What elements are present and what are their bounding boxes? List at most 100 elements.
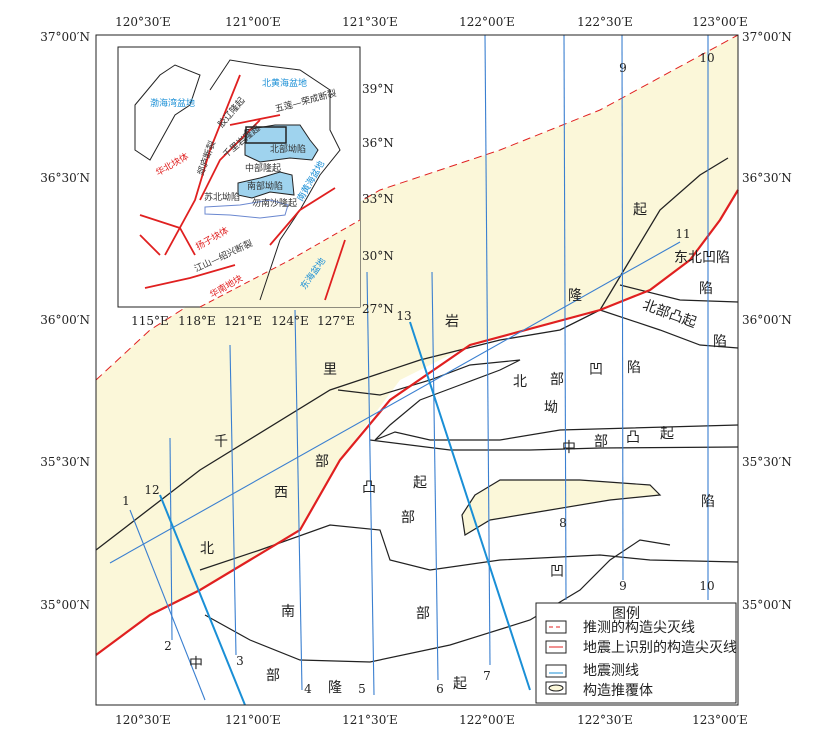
survey-line-12: [159, 494, 246, 706]
inset-lat-label: 33°N: [362, 192, 394, 206]
line-number: 11: [675, 227, 690, 241]
inset-lon-label: 124°E: [271, 314, 309, 328]
inset-map: 渤海湾盆地 北黄海盆地 东海盆地 南黄海盆地 华北块体 扬子块体 华南地块 北部…: [117, 46, 394, 328]
survey-line-3: [229, 344, 237, 656]
survey-line-2: [169, 437, 173, 641]
survey-line-5: [366, 271, 375, 696]
region-char: 起: [453, 676, 467, 692]
line-number: 12: [144, 483, 159, 497]
region-char: 起: [660, 426, 674, 442]
region-char: 部: [315, 454, 329, 470]
top-lon-label: 121°30′E: [342, 15, 398, 29]
region-char: 中: [189, 656, 203, 672]
top-lon-label: 123°00′E: [692, 15, 748, 29]
region-char: 千: [214, 434, 228, 450]
region-char: 北: [200, 541, 214, 557]
inferred-fault-line: [95, 34, 739, 381]
seismic-fault-line: [95, 189, 739, 656]
line-number: 2: [164, 639, 172, 653]
line-number: 3: [236, 654, 244, 668]
left-lat-label: 36°30′N: [40, 171, 90, 185]
top-lon-label: 122°00′E: [459, 15, 515, 29]
legend-title: 图例: [612, 606, 640, 622]
inset-lat-label: 30°N: [362, 249, 394, 263]
region-char: 隆: [328, 680, 342, 696]
line-number: 9: [619, 61, 627, 75]
region-char: 里: [323, 362, 337, 378]
region-char: 隆: [568, 288, 582, 304]
inset-label: 中部隆起: [245, 162, 281, 174]
line-number: 5: [358, 682, 366, 696]
region-char: 凹: [550, 564, 564, 580]
region-char: 起: [633, 202, 647, 218]
line-number: 1: [122, 494, 130, 508]
left-lat-label: 36°00′N: [40, 313, 90, 327]
central-uplift-boundary: [369, 439, 739, 451]
inset-label: 北部坳陷: [270, 143, 306, 155]
region-char: 岩: [445, 314, 459, 330]
region-char: 中: [562, 440, 576, 456]
top-lon-label: 120°30′E: [115, 15, 171, 29]
right-lat-label: 36°30′N: [742, 171, 792, 185]
survey-line-9: [621, 34, 624, 581]
survey-line-1: [129, 509, 206, 701]
inset-label: 渤海湾盆地: [150, 97, 195, 109]
region-char: 部: [594, 434, 608, 450]
survey-line-8: [563, 34, 567, 601]
line-number: 4: [304, 682, 312, 696]
line-number: 8: [559, 516, 567, 530]
region-char: 部: [401, 510, 415, 526]
region-char: 陷: [701, 494, 715, 510]
legend-item: 地震测线: [583, 663, 639, 679]
legend-item: 地震上识别的构造尖灭线: [583, 640, 737, 656]
line-number: 6: [436, 682, 444, 696]
region-char: 西: [274, 485, 288, 501]
inset-label: 南部坳陷: [247, 180, 283, 192]
bottom-lon-label: 122°00′E: [459, 713, 515, 727]
left-lat-label: 37°00′N: [40, 30, 90, 44]
region-label: 东北凹陷: [674, 250, 730, 266]
survey-line-6: [431, 271, 439, 681]
region-char: 南: [281, 604, 295, 620]
right-lat-label: 36°00′N: [742, 313, 792, 327]
region-char: 凸: [362, 480, 376, 496]
map-frame: [95, 34, 739, 706]
bottom-lon-label: 122°30′E: [577, 713, 633, 727]
survey-line-11: [109, 241, 681, 564]
bottom-lon-label: 121°30′E: [342, 713, 398, 727]
right-lat-label: 35°00′N: [742, 598, 792, 612]
inset-lat-label: 39°N: [362, 82, 394, 96]
region-char: 凸: [626, 430, 640, 446]
inset-lon-label: 118°E: [178, 314, 216, 328]
line-number: 13: [396, 309, 411, 323]
line-number: 10: [699, 51, 714, 65]
inset-lon-label: 127°E: [317, 314, 355, 328]
inset-lat-label: 27°N: [362, 302, 394, 316]
ne-boundary: [599, 284, 739, 349]
region-char: 坳: [544, 400, 558, 416]
bottom-lon-label: 120°30′E: [115, 713, 171, 727]
line-number: 9: [619, 579, 627, 593]
region-char: 部: [416, 606, 430, 622]
legend: 图例 推测的构造尖灭线 地震上识别的构造尖灭线 地震测线 构造推覆体: [535, 602, 737, 704]
inset-label: 勿南沙隆起: [252, 197, 297, 209]
region-char: 凹: [589, 362, 603, 378]
region-char: 部: [266, 668, 280, 684]
survey-line-13: [409, 321, 531, 691]
region-char: 起: [413, 475, 427, 491]
qianliyan-boundary: [95, 157, 729, 551]
inset-lon-label: 115°E: [131, 314, 169, 328]
inset-lat-label: 36°N: [362, 136, 394, 150]
thrust-body: [461, 479, 662, 536]
legend-item: 构造推覆体: [583, 683, 653, 699]
region-char: 北: [513, 374, 527, 390]
inset-label: 苏北坳陷: [204, 191, 240, 203]
left-lat-label: 35°30′N: [40, 455, 90, 469]
line-number: 7: [483, 669, 491, 683]
region-char: 陷: [627, 360, 641, 376]
south-boundary: [199, 524, 739, 571]
inset-lon-label: 121°E: [224, 314, 262, 328]
right-lat-label: 35°30′N: [742, 455, 792, 469]
